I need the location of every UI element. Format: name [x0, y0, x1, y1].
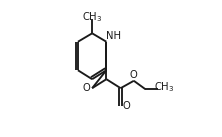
Text: O: O: [130, 70, 138, 80]
Text: CH$_3$: CH$_3$: [154, 80, 174, 94]
Text: CH$_3$: CH$_3$: [82, 10, 102, 24]
Text: O: O: [82, 83, 90, 93]
Text: NH: NH: [106, 32, 121, 42]
Text: O: O: [123, 101, 130, 111]
